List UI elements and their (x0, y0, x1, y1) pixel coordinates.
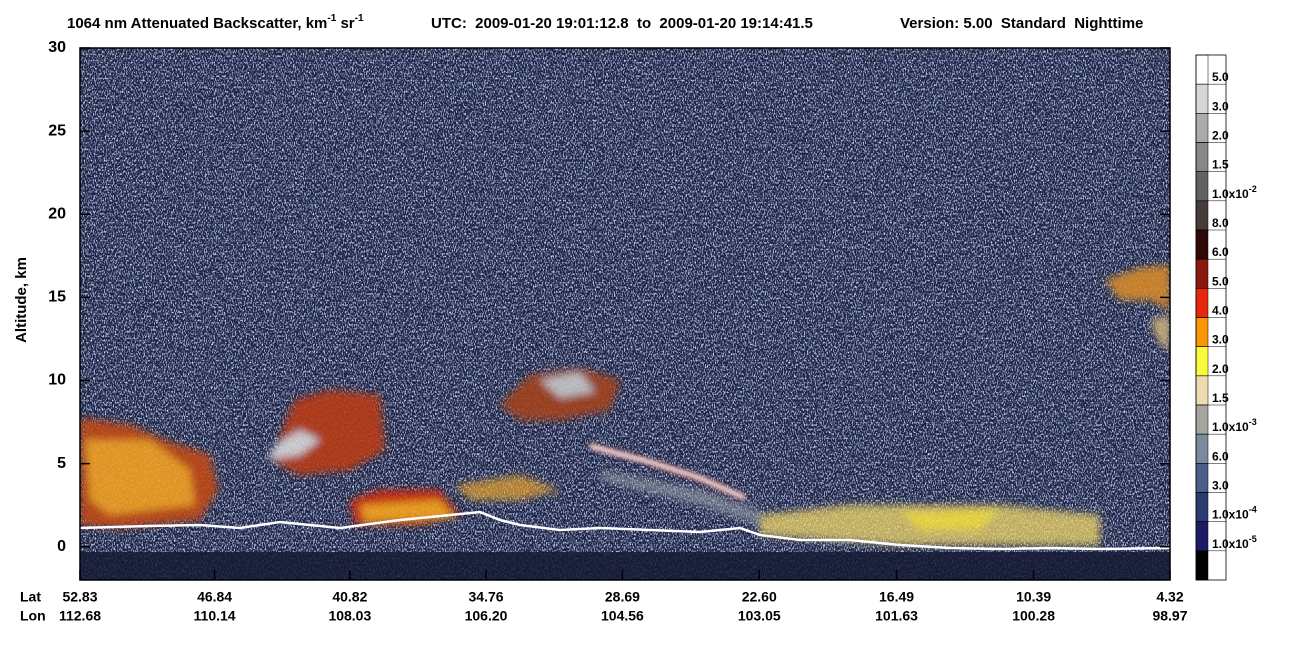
colorbar-label-text: 3.0 (1212, 333, 1229, 347)
colorbar-label-text: 1.5 (1212, 391, 1229, 405)
colorbar-label-text: 2.0 (1212, 129, 1229, 143)
lon-tick-label: 103.05 (738, 608, 781, 624)
colorbar-swatch (1195, 229, 1209, 260)
y-tick-label: 0 (57, 538, 66, 555)
title-text: 1064 nm Attenuated Backscatter, km (67, 15, 327, 32)
lat-tick-label: 22.60 (742, 589, 777, 605)
colorbar-label-text: 8.0 (1212, 216, 1229, 230)
colorbar-swatch (1195, 200, 1209, 231)
title-superscript: -1 (327, 13, 336, 24)
colorbar-label: 5.0 (1212, 275, 1229, 289)
colorbar-swatch (1195, 404, 1209, 435)
lon-tick-label: 112.68 (59, 608, 101, 624)
colorbar-label-exponent: -5 (1249, 534, 1257, 544)
lat-tick-label: 28.69 (605, 589, 640, 605)
colorbar-label-text: 3.0 (1212, 100, 1229, 114)
colorbar-swatch (1195, 83, 1209, 114)
colorbar-label-text: 6.0 (1212, 450, 1229, 464)
colorbar-label-text: 1.0x10 (1212, 537, 1249, 551)
y-tick-label: 5 (57, 455, 66, 472)
lon-tick-label: 101.63 (875, 608, 918, 624)
colorbar-swatch (1195, 171, 1209, 202)
colorbar-label: 6.0 (1212, 450, 1229, 464)
colorbar-label-exponent: -3 (1249, 418, 1257, 428)
colorbar-label: 1.5 (1212, 158, 1229, 172)
colorbar-swatch (1195, 113, 1209, 143)
lat-tick-label: 52.83 (62, 589, 97, 605)
title-superscript: -1 (355, 13, 364, 24)
colorbar-label-text: 1.0x10 (1212, 420, 1249, 434)
y-tick-label: 15 (48, 289, 66, 306)
colorbar-label-text: 1.5 (1212, 158, 1229, 172)
colorbar-label-exponent: -4 (1249, 505, 1257, 515)
lat-tick-label: 46.84 (197, 589, 232, 605)
colorbar-label: 3.0 (1212, 333, 1229, 347)
colorbar-swatch (1195, 375, 1209, 406)
y-tick-label: 10 (48, 372, 66, 389)
lon-tick-label: 110.14 (194, 608, 236, 624)
x-row-label: Lat (20, 589, 41, 605)
lat-tick-label: 34.76 (469, 589, 504, 605)
x-row-label: Lon (20, 608, 46, 624)
lat-tick-label: 40.82 (332, 589, 367, 605)
colorbar-label: 8.0 (1212, 216, 1229, 230)
colorbar-label: 2.0 (1212, 129, 1229, 143)
colorbar-swatch (1195, 142, 1209, 172)
colorbar-swatch (1195, 317, 1209, 347)
title-text: sr (336, 15, 355, 32)
colorbar-label: 6.0 (1212, 245, 1229, 259)
colorbar-label-text: 4.0 (1212, 304, 1229, 318)
colorbar-label: 1.5 (1212, 391, 1229, 405)
colorbar-swatch (1195, 463, 1209, 493)
utc-range: UTC: 2009-01-20 19:01:12.8 to 2009-01-20… (431, 15, 813, 32)
colorbar-swatch (1195, 288, 1209, 318)
colorbar-label-text: 6.0 (1212, 245, 1229, 259)
y-tick-label: 30 (48, 39, 66, 56)
y-tick-label: 25 (48, 122, 66, 139)
y-axis-label: Altitude, km (13, 257, 30, 343)
colorbar-label: 2.0 (1212, 362, 1229, 376)
colorbar-label: 3.0 (1212, 100, 1229, 114)
lat-tick-label: 10.39 (1016, 589, 1051, 605)
lon-tick-label: 108.03 (328, 608, 371, 624)
colorbar-swatch (1195, 258, 1209, 289)
colorbar-label: 1.0x10-3 (1212, 418, 1257, 435)
lon-tick-label: 100.28 (1012, 608, 1055, 624)
colorbar-swatch (1195, 433, 1209, 464)
colorbar-label-text: 1.0x10 (1212, 187, 1249, 201)
lon-tick-label: 98.97 (1152, 608, 1187, 624)
colorbar-swatch (1195, 492, 1209, 522)
chart-title: 1064 nm Attenuated Backscatter, km-1 sr-… (67, 13, 364, 32)
colorbar-label: 3.0 (1212, 479, 1229, 493)
lon-tick-label: 104.56 (601, 608, 644, 624)
y-tick-label: 20 (48, 205, 66, 222)
version-info: Version: 5.00 Standard Nighttime (900, 15, 1143, 32)
colorbar-swatch (1195, 521, 1209, 552)
colorbar-swatch (1195, 346, 1209, 377)
colorbar-label: 1.0x10-5 (1212, 534, 1257, 551)
lat-tick-label: 16.49 (879, 589, 914, 605)
lat-tick-label: 4.32 (1156, 589, 1183, 605)
backscatter-image (80, 48, 1170, 580)
colorbar-label-text: 1.0x10 (1212, 508, 1249, 522)
colorbar-label: 1.0x10-2 (1212, 184, 1257, 201)
colorbar-label-text: 5.0 (1212, 275, 1229, 289)
colorbar-label-text: 2.0 (1212, 362, 1229, 376)
colorbar-label: 1.0x10-4 (1212, 505, 1257, 522)
colorbar-swatch (1195, 550, 1209, 581)
colorbar-label: 5.0 (1212, 70, 1229, 84)
colorbar-swatch (1195, 54, 1209, 85)
colorbar-label-text: 5.0 (1212, 70, 1229, 84)
plot-frame (79, 47, 1171, 581)
lon-tick-label: 106.20 (465, 608, 508, 624)
colorbar-label-exponent: -2 (1249, 184, 1257, 194)
colorbar-label: 4.0 (1212, 304, 1229, 318)
colorbar-label-text: 3.0 (1212, 479, 1229, 493)
